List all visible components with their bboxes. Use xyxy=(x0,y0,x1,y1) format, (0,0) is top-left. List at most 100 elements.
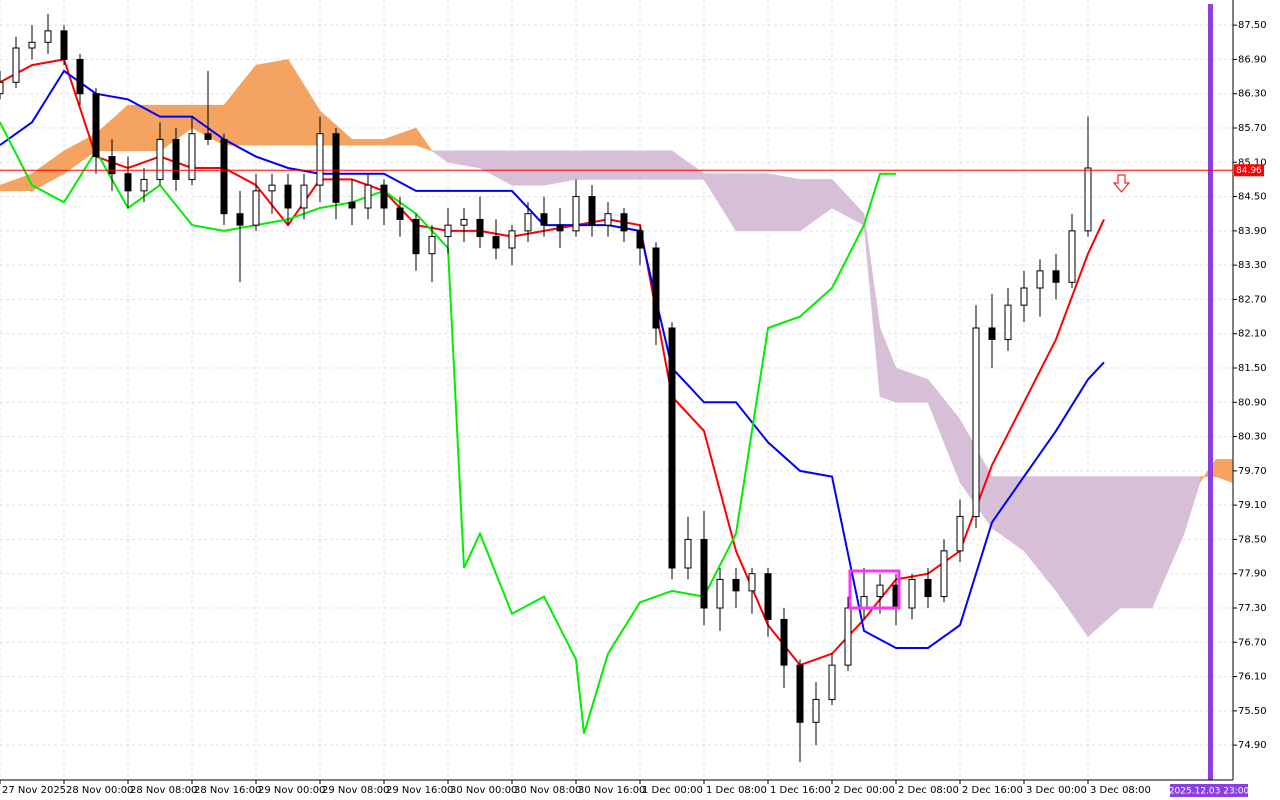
candle-body xyxy=(556,224,564,232)
y-tick-label: 77.90 xyxy=(1238,569,1267,580)
y-tick-label: 83.90 xyxy=(1238,226,1267,237)
candle-body xyxy=(604,213,612,226)
cloud-segment xyxy=(575,150,609,180)
candle-body xyxy=(364,184,372,209)
candle-body xyxy=(316,133,324,186)
candle-body xyxy=(860,596,868,609)
x-tick-label: 29 Nov 16:00 xyxy=(386,785,453,796)
candle-body xyxy=(188,133,196,180)
x-tick-label: 2 Dec 16:00 xyxy=(962,785,1023,796)
candle-layer xyxy=(0,13,1092,763)
candle-body xyxy=(828,664,836,700)
cloud-segment xyxy=(351,139,385,146)
candle-body xyxy=(908,578,916,609)
cloud-segment xyxy=(1215,459,1233,483)
candle-body xyxy=(28,41,36,49)
candle-body xyxy=(508,230,516,249)
candle-body xyxy=(396,207,404,220)
y-tick-label: 84.50 xyxy=(1238,192,1267,203)
candle-body xyxy=(268,184,276,192)
candle-body xyxy=(572,196,580,232)
candle-body xyxy=(1068,230,1076,283)
candle-body xyxy=(700,538,708,609)
candle-body xyxy=(540,213,548,226)
y-tick-label: 76.70 xyxy=(1238,637,1267,648)
candle-body xyxy=(428,236,436,255)
x-tick-label: 27 Nov 2025 xyxy=(2,785,66,796)
candle-body xyxy=(76,58,84,95)
y-tick-label: 74.90 xyxy=(1238,740,1267,751)
candle-body xyxy=(92,93,100,158)
x-tick-label: 1 Dec 16:00 xyxy=(770,785,831,796)
cloud-segment xyxy=(543,150,577,186)
cloud-segment xyxy=(639,150,673,180)
candle-body xyxy=(348,201,356,209)
candle-body xyxy=(332,133,340,203)
y-tick-label: 83.30 xyxy=(1238,260,1267,271)
candle-body xyxy=(988,327,996,340)
candle-body xyxy=(156,138,164,180)
y-tick-label: 77.30 xyxy=(1238,603,1267,614)
x-tick-label: 29 Nov 08:00 xyxy=(322,785,389,796)
y-tick-label: 75.50 xyxy=(1238,706,1267,717)
candle-body xyxy=(764,573,772,620)
candle-body xyxy=(524,213,532,232)
y-tick-label: 82.10 xyxy=(1238,329,1267,340)
candle-body xyxy=(460,218,468,226)
candle-body xyxy=(636,230,644,249)
candle-body xyxy=(780,618,788,666)
candle-body xyxy=(972,327,980,518)
x-tick-label: 28 Nov 16:00 xyxy=(194,785,261,796)
y-tick-label: 81.50 xyxy=(1238,363,1267,374)
y-tick-label: 79.70 xyxy=(1238,466,1267,477)
candle-body xyxy=(1004,304,1012,340)
candle-body xyxy=(252,190,260,226)
candle-body xyxy=(876,584,884,598)
y-tick-label: 79.10 xyxy=(1238,500,1267,511)
grid-layer xyxy=(0,0,1233,780)
x-tick-label: 1 Dec 08:00 xyxy=(706,785,767,796)
cloud-segment xyxy=(1119,476,1153,609)
cloud-segment xyxy=(1087,476,1121,638)
candle-body xyxy=(812,698,820,723)
candle-body xyxy=(668,327,676,569)
candle-body xyxy=(44,30,52,43)
candle-body xyxy=(716,578,724,609)
y-tick-label: 80.30 xyxy=(1238,432,1267,443)
cloud-segment xyxy=(255,59,289,146)
x-tick-label: 2 Dec 00:00 xyxy=(834,785,895,796)
candle-body xyxy=(924,578,932,598)
y-tick-label: 86.90 xyxy=(1238,54,1267,65)
candle-body xyxy=(444,224,452,238)
axis-layer: 74.90 75.50 76.10 76.70 77.30 77.90 78.50 79.10… xyxy=(0,20,1267,796)
y-tick-label: 87.50 xyxy=(1238,20,1267,31)
candle-body xyxy=(956,516,964,552)
candle-body xyxy=(284,184,292,209)
y-tick-label: 85.70 xyxy=(1238,123,1267,134)
candle-body xyxy=(796,664,804,723)
y-tick-label: 86.30 xyxy=(1238,89,1267,100)
candle-body xyxy=(1036,270,1044,289)
y-tick-label: 85.10 xyxy=(1238,157,1267,168)
x-tick-label: 3 Dec 08:00 xyxy=(1090,785,1151,796)
candle-body xyxy=(492,236,500,249)
x-tick-label: 29 Nov 00:00 xyxy=(258,785,325,796)
x-tick-label: 30 Nov 00:00 xyxy=(450,785,517,796)
y-tick-label: 76.10 xyxy=(1238,672,1267,683)
cloud-segment xyxy=(607,150,641,180)
down-arrow xyxy=(1112,174,1131,193)
candle-body xyxy=(204,133,212,140)
candle-body xyxy=(236,213,244,226)
candle-body xyxy=(140,178,148,192)
candle-body xyxy=(620,213,628,232)
indicator-line xyxy=(0,121,896,734)
candle-body xyxy=(108,156,116,175)
x-tick-label: 28 Nov 08:00 xyxy=(130,785,197,796)
candle-body xyxy=(476,218,484,238)
candle-body xyxy=(60,30,68,60)
candle-body xyxy=(732,578,740,592)
candle-body xyxy=(172,138,180,180)
candle-body xyxy=(940,550,948,598)
